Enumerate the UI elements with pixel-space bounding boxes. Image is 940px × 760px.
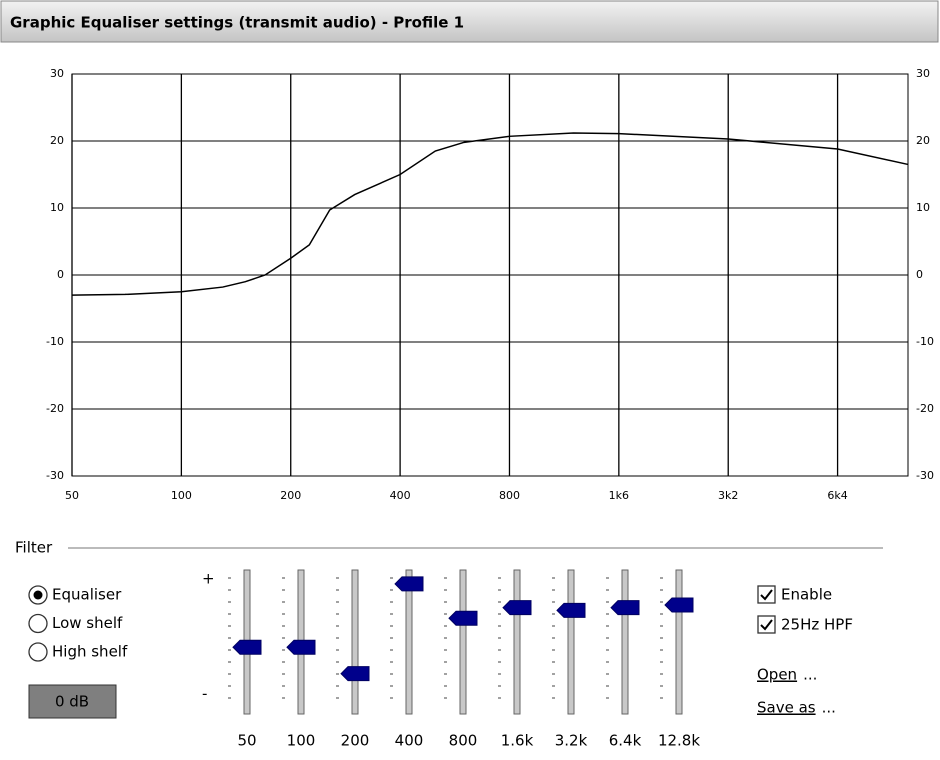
- y-tick-label-right: -20: [916, 402, 934, 415]
- slider-thumb[interactable]: [232, 639, 262, 655]
- y-tick-label: 30: [50, 67, 64, 80]
- slider-label: 100: [287, 732, 316, 750]
- slider-label: 400: [395, 732, 424, 750]
- filter-title: Filter: [15, 539, 53, 557]
- link-suffix: ...: [803, 666, 817, 684]
- x-tick-label: 800: [499, 489, 520, 502]
- radio[interactable]: [28, 642, 48, 662]
- gain-button[interactable]: 0 dB: [55, 693, 89, 711]
- slider-thumb[interactable]: [502, 600, 532, 616]
- slider-label: 6.4k: [609, 732, 642, 750]
- checkbox-label[interactable]: Enable: [781, 586, 832, 604]
- slider-label: 12.8k: [658, 732, 700, 750]
- x-tick-label: 6k4: [827, 489, 847, 502]
- slider-track[interactable]: [459, 569, 467, 715]
- y-tick-label-right: 0: [916, 268, 923, 281]
- slider-thumb[interactable]: [448, 610, 478, 626]
- x-tick-label: 400: [390, 489, 411, 502]
- checkbox[interactable]: [757, 615, 776, 634]
- slider-thumb[interactable]: [610, 600, 640, 616]
- slider-track[interactable]: [567, 569, 575, 715]
- slider-track[interactable]: [351, 569, 359, 715]
- radio-label[interactable]: Equaliser: [52, 586, 122, 604]
- check-mark: [760, 619, 773, 631]
- minus-label: -: [202, 685, 207, 703]
- link[interactable]: Save as: [757, 699, 816, 717]
- y-tick-label-right: -10: [916, 335, 934, 348]
- slider-thumb[interactable]: [340, 666, 370, 682]
- y-tick-label: -10: [46, 335, 64, 348]
- slider-track[interactable]: [675, 569, 683, 715]
- radio-dot: [33, 590, 43, 600]
- y-tick-label: 0: [57, 268, 64, 281]
- plus-label: +: [202, 570, 215, 588]
- check-mark: [760, 589, 773, 601]
- y-tick-label: 10: [50, 201, 64, 214]
- radio[interactable]: [28, 613, 48, 634]
- slider-label: 800: [449, 732, 478, 750]
- y-tick-label: 20: [50, 134, 64, 147]
- x-tick-label: 1k6: [609, 489, 629, 502]
- slider-thumb[interactable]: [394, 576, 424, 592]
- x-tick-label: 50: [65, 489, 79, 502]
- slider-label: 1.6k: [501, 732, 534, 750]
- slider-thumb[interactable]: [286, 639, 316, 655]
- window-title: Graphic Equaliser settings (transmit aud…: [10, 14, 464, 32]
- y-tick-label: -20: [46, 402, 64, 415]
- gain-button-frame[interactable]: [28, 684, 117, 719]
- y-tick-label-right: 20: [916, 134, 930, 147]
- slider-label: 200: [341, 732, 370, 750]
- slider-thumb[interactable]: [556, 602, 586, 618]
- slider-label: 3.2k: [555, 732, 588, 750]
- y-tick-label-right: -30: [916, 469, 934, 482]
- title-bar: [0, 0, 939, 43]
- link-suffix: ...: [822, 699, 836, 717]
- radio-label[interactable]: Low shelf: [52, 614, 123, 632]
- radio-label[interactable]: High shelf: [52, 643, 128, 661]
- y-tick-label: -30: [46, 469, 64, 482]
- slider-track[interactable]: [513, 569, 521, 715]
- eq-curve: [71, 132, 909, 296]
- x-tick-label: 3k2: [718, 489, 738, 502]
- slider-track[interactable]: [405, 569, 413, 715]
- slider-thumb[interactable]: [664, 597, 694, 613]
- y-tick-label-right: 10: [916, 201, 930, 214]
- link[interactable]: Open: [757, 666, 797, 684]
- checkbox-label[interactable]: 25Hz HPF: [781, 616, 853, 634]
- slider-track[interactable]: [621, 569, 629, 715]
- checkbox[interactable]: [757, 585, 776, 604]
- slider-label: 50: [237, 732, 256, 750]
- y-tick-label-right: 30: [916, 67, 930, 80]
- x-tick-label: 200: [280, 489, 301, 502]
- x-tick-label: 100: [171, 489, 192, 502]
